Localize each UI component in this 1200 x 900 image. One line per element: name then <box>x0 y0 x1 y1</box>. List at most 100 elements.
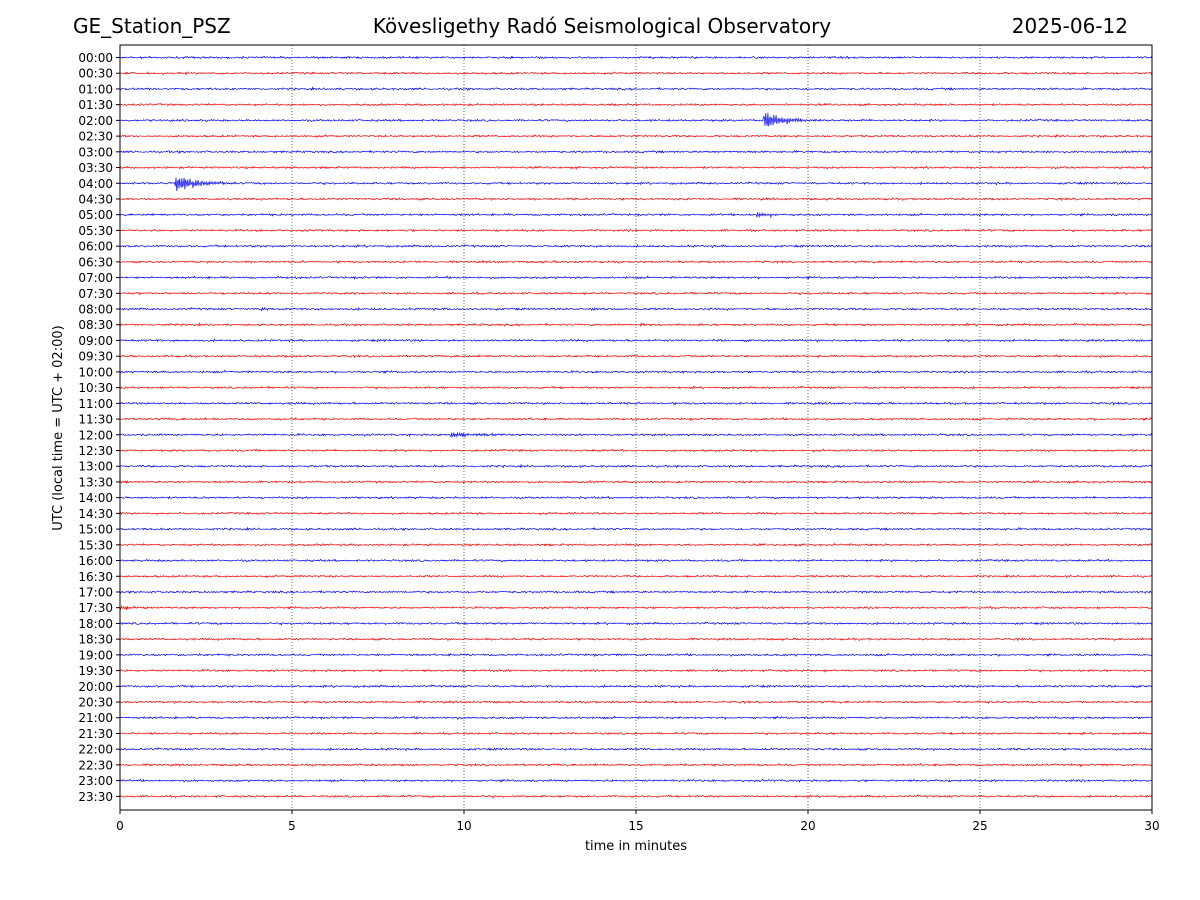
y-tick-label: 05:00 <box>78 208 113 222</box>
y-tick-label: 10:30 <box>78 381 113 395</box>
trace-1400 <box>119 495 1153 500</box>
y-tick-label: 20:00 <box>78 680 113 694</box>
grid-lines <box>291 45 981 810</box>
seismic-traces <box>119 55 1153 799</box>
x-tick-label: 5 <box>288 819 296 833</box>
trace-1000 <box>119 369 1153 375</box>
y-tick-label: 01:00 <box>78 82 113 96</box>
trace-0700 <box>119 275 1153 280</box>
y-tick-label: 18:00 <box>78 617 113 631</box>
y-tick-label: 12:00 <box>78 428 113 442</box>
trace-0730 <box>119 291 1153 296</box>
station-name: GE_Station_PSZ <box>73 14 231 38</box>
trace-1130 <box>119 416 1153 422</box>
y-tick-label: 03:00 <box>78 145 113 159</box>
trace-2330 <box>119 794 1153 799</box>
trace-0530 <box>119 228 1153 233</box>
y-tick-label: 10:00 <box>78 365 113 379</box>
x-tick-label: 10 <box>456 819 471 833</box>
trace-1300 <box>119 463 1153 469</box>
trace-2030 <box>119 699 1153 705</box>
y-tick-label: 01:30 <box>78 98 113 112</box>
observatory-title: Kövesligethy Radó Seismological Observat… <box>372 14 832 38</box>
trace-1900 <box>119 652 1153 658</box>
trace-0600 <box>120 243 1153 249</box>
trace-1630 <box>119 573 1153 579</box>
y-tick-label: 14:00 <box>78 491 113 505</box>
trace-2100 <box>119 715 1153 721</box>
y-tick-label: 00:00 <box>78 51 113 65</box>
y-tick-label: 02:30 <box>78 130 113 144</box>
y-tick-label: 14:30 <box>78 507 113 521</box>
y-tick-label: 09:30 <box>78 350 113 364</box>
trace-2300 <box>119 778 1153 783</box>
trace-2200 <box>119 747 1153 752</box>
trace-0500 <box>119 211 1153 219</box>
trace-1830 <box>120 637 1153 642</box>
trace-2000 <box>119 684 1153 689</box>
y-tick-label: 00:30 <box>78 67 113 81</box>
trace-0630 <box>119 259 1153 264</box>
y-tick-label: 07:00 <box>78 271 113 285</box>
trace-0900 <box>119 338 1153 343</box>
trace-1800 <box>119 621 1153 626</box>
trace-0930 <box>119 353 1153 359</box>
trace-0200 <box>119 112 1153 127</box>
y-tick-label: 09:00 <box>78 334 113 348</box>
trace-1100 <box>119 401 1153 406</box>
y-tick-label: 18:30 <box>78 633 113 647</box>
trace-0030 <box>119 71 1153 76</box>
trace-1730 <box>119 605 1153 610</box>
y-tick-label: 02:00 <box>78 114 113 128</box>
y-tick-label: 11:00 <box>78 397 113 411</box>
trace-0400 <box>119 177 1153 192</box>
trace-0100 <box>119 86 1153 91</box>
trace-1030 <box>119 385 1152 390</box>
y-tick-label: 22:30 <box>78 758 113 772</box>
trace-1200 <box>119 431 1153 438</box>
trace-0230 <box>119 133 1153 139</box>
y-tick-label: 23:30 <box>78 790 113 804</box>
y-tick-label: 06:00 <box>78 240 113 254</box>
record-date: 2025-06-12 <box>1011 14 1128 38</box>
x-tick-label: 30 <box>1144 819 1159 833</box>
y-tick-label: 08:00 <box>78 303 113 317</box>
y-tick-label: 19:30 <box>78 664 113 678</box>
y-tick-label: 17:30 <box>78 601 113 615</box>
x-tick-label: 25 <box>972 819 987 833</box>
y-tick-label: 16:00 <box>78 554 113 568</box>
y-tick-label: 20:30 <box>78 696 113 710</box>
y-tick-label: 19:00 <box>78 648 113 662</box>
trace-0300 <box>119 149 1153 154</box>
y-tick-label: 05:30 <box>78 224 113 238</box>
trace-0800 <box>119 306 1153 312</box>
y-tick-label: 15:30 <box>78 538 113 552</box>
y-tick-label: 13:00 <box>78 460 113 474</box>
y-tick-label: 16:30 <box>78 570 113 584</box>
y-tick-label: 06:30 <box>78 255 113 269</box>
y-tick-label: 21:00 <box>78 711 113 725</box>
y-tick-label: 03:30 <box>78 161 113 175</box>
x-tick-label: 20 <box>800 819 815 833</box>
trace-0830 <box>119 322 1152 327</box>
y-tick-label: 11:30 <box>78 413 113 427</box>
trace-1700 <box>119 589 1153 595</box>
y-tick-label: 12:30 <box>78 444 113 458</box>
trace-1930 <box>119 668 1153 673</box>
trace-1530 <box>119 542 1153 547</box>
y-tick-label: 04:00 <box>78 177 113 191</box>
trace-0330 <box>119 165 1153 170</box>
y-tick-label: 07:30 <box>78 287 113 301</box>
y-tick-label: 13:30 <box>78 475 113 489</box>
x-tick-label: 0 <box>116 819 124 833</box>
trace-0000 <box>119 55 1153 60</box>
y-tick-label: 04:30 <box>78 192 113 206</box>
trace-1230 <box>119 448 1153 453</box>
y-tick-label: 17:00 <box>78 585 113 599</box>
y-tick-label: 15:00 <box>78 523 113 537</box>
y-tick-label: 08:30 <box>78 318 113 332</box>
x-axis: 0 5 10 15 20 25 30 <box>116 810 1160 833</box>
y-axis-label: UTC (local time = UTC + 02:00) <box>51 325 66 530</box>
trace-0430 <box>119 197 1153 202</box>
